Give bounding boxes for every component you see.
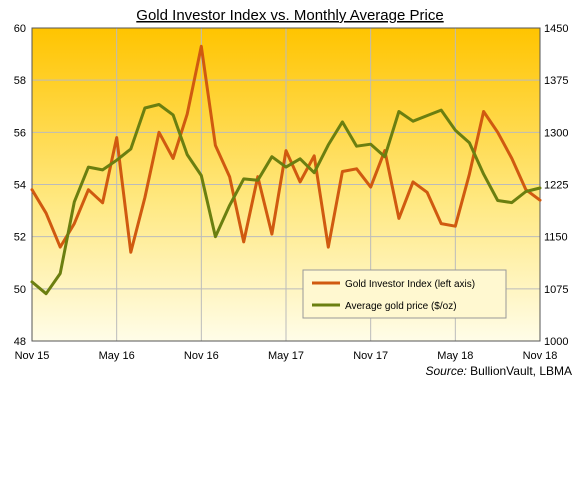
source-note: Source: BullionVault, LBMA: [425, 364, 572, 378]
x-axis-tick-label: Nov 17: [353, 350, 388, 362]
x-axis-tick-label: Nov 18: [523, 350, 558, 362]
x-axis-tick-label: Nov 16: [184, 350, 219, 362]
legend: Gold Investor Index (left axis) Average …: [302, 269, 507, 319]
left-axis-ticks: 48 50 52 54 56 58 60: [14, 23, 26, 348]
left-axis-tick-label: 60: [14, 23, 26, 35]
right-axis-tick-label: 1225: [544, 180, 568, 192]
chart-title: Gold Investor Index vs. Monthly Average …: [136, 7, 443, 24]
series-lines: [30, 44, 542, 296]
x-axis-tick-label: May 18: [437, 350, 473, 362]
right-axis-ticks: 1000 1075 1150 1225 1300 1375 1450: [544, 23, 568, 348]
left-axis-tick-label: 52: [14, 232, 26, 244]
source-label: Source:: [425, 364, 466, 378]
left-axis-tick-label: 56: [14, 127, 26, 139]
legend-label-average-gold-price: Average gold price ($/oz): [345, 301, 457, 312]
x-axis-tick-label: Nov 15: [15, 350, 50, 362]
left-axis-tick-label: 54: [14, 180, 26, 192]
right-axis-tick-label: 1450: [544, 23, 568, 35]
right-axis-tick-label: 1375: [544, 75, 568, 87]
x-axis-tick-label: May 16: [99, 350, 135, 362]
right-axis-tick-label: 1150: [544, 232, 568, 244]
x-axis-tick-label: May 17: [268, 350, 304, 362]
right-axis-tick-label: 1075: [544, 284, 568, 296]
x-axis-ticks: Nov 15 May 16 Nov 16 May 17 Nov 17 May 18 Nov …: [15, 350, 558, 362]
left-axis-tick-label: 58: [14, 75, 26, 87]
right-axis-tick-label: 1000: [544, 336, 568, 348]
left-axis-tick-label: 50: [14, 284, 26, 296]
legend-box: [302, 269, 507, 319]
plot-border: [31, 27, 541, 342]
left-axis-tick-label: 48: [14, 336, 26, 348]
source-value: BullionVault, LBMA: [467, 364, 572, 378]
series-line-average-gold-price: [30, 103, 542, 296]
right-axis-tick-label: 1300: [544, 127, 568, 139]
legend-label-gold-investor-index: Gold Investor Index (left axis): [345, 279, 475, 290]
series-line-gold-investor-index: [30, 44, 542, 254]
